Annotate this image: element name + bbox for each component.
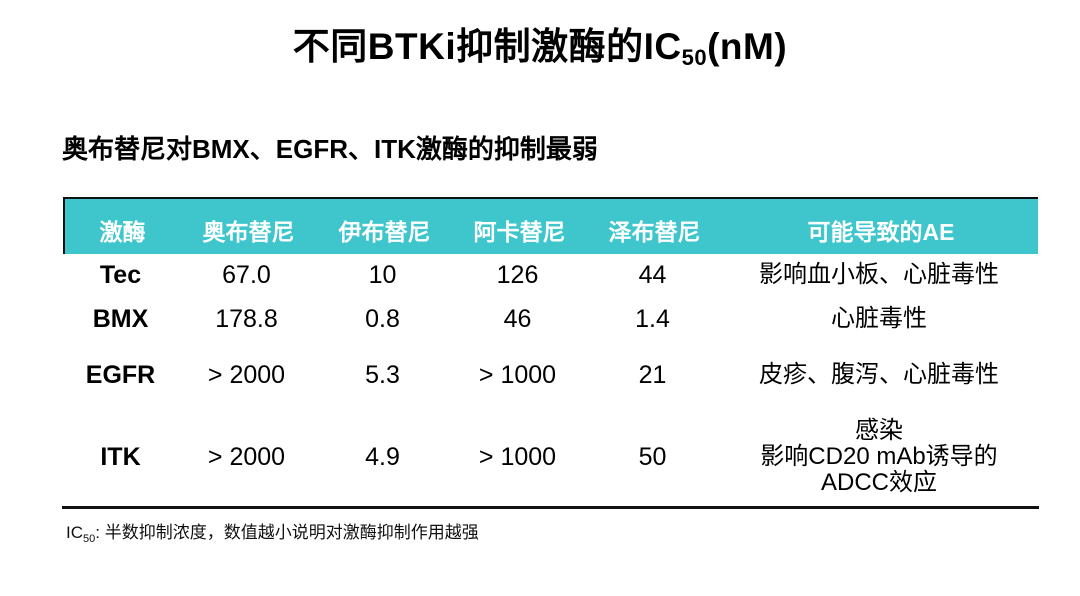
ic50-value: > 2000: [207, 442, 286, 471]
adverse-event-line: 影响血小板、心脏毒性: [759, 261, 999, 288]
ic50-value: 5.3: [365, 360, 400, 389]
table-body: Tec 67.0 10 126 44 影响血小板、心脏毒性 BMX 178.8 0.8 46 1.4…: [63, 254, 1038, 506]
table-row: EGFR > 2000 5.3 > 1000 21 皮疹、腹泻、心脏毒性: [63, 342, 1038, 408]
adverse-event-cell: 影响血小板、心脏毒性: [720, 262, 1038, 288]
adverse-event-line: 皮疹、腹泻、心脏毒性: [759, 361, 999, 388]
adverse-event-cell: 感染 影响CD20 mAb诱导的 ADCC效应: [720, 418, 1038, 496]
adverse-event-line: 影响CD20 mAb诱导的: [760, 443, 998, 470]
kinase-name: EGFR: [85, 360, 156, 389]
ic50-value: 126: [496, 260, 539, 289]
column-header: 可能导致的AE: [807, 219, 955, 245]
ic50-value: 44: [638, 260, 667, 289]
ic50-value: 50: [638, 442, 667, 471]
table-row: ITK > 2000 4.9 > 1000 50 感染 影响CD20 mAb诱导的 ADCC效…: [63, 408, 1038, 506]
adverse-event-cell: 皮疹、腹泻、心脏毒性: [720, 362, 1038, 388]
ic50-value: 4.9: [365, 442, 400, 471]
ic50-value: 178.8: [215, 304, 278, 333]
ic50-value: 1.4: [635, 304, 670, 333]
page-title-subscript: 50: [681, 45, 708, 70]
column-header: 泽布替尼: [608, 219, 701, 245]
ic50-value: 0.8: [365, 304, 400, 333]
page-title-text: 不同BTKi抑制激酶的IC: [292, 26, 682, 67]
column-header: 阿卡替尼: [473, 219, 566, 245]
adverse-event-cell: 心脏毒性: [720, 306, 1038, 332]
footnote-subscript: 50: [83, 533, 96, 545]
kinase-name: Tec: [99, 260, 142, 289]
adverse-event-line: 感染: [855, 417, 903, 444]
column-header: 伊布替尼: [338, 219, 431, 245]
column-header: 激酶: [99, 219, 146, 245]
adverse-event-line: 心脏毒性: [831, 305, 927, 332]
ic50-table: 激酶 奥布替尼 伊布替尼 阿卡替尼 泽布替尼 可能导致的AE Tec 67.0 10 126 44…: [62, 197, 1039, 509]
page-title: 不同BTKi抑制激酶的IC50(nM): [0, 16, 1080, 71]
table-row: BMX 178.8 0.8 46 1.4 心脏毒性: [63, 296, 1038, 342]
ic50-value: > 2000: [207, 360, 286, 389]
ic50-value: > 1000: [478, 360, 557, 389]
ic50-value: 10: [368, 260, 397, 289]
ic50-value: 21: [638, 360, 667, 389]
table-header-row: 激酶 奥布替尼 伊布替尼 阿卡替尼 泽布替尼 可能导致的AE: [63, 197, 1038, 254]
page-title-suffix: (nM): [707, 26, 788, 67]
slide-subtitle: 奥布替尼对BMX、EGFR、ITK激酶的抑制最弱: [62, 134, 598, 164]
ic50-value: 67.0: [222, 260, 271, 289]
adverse-event-line: ADCC效应: [820, 469, 937, 496]
footnote: IC50: 半数抑制浓度，数值越小说明对激酶抑制作用越强: [66, 518, 479, 545]
column-header: 奥布替尼: [202, 219, 295, 245]
footnote-text: : 半数抑制浓度，数值越小说明对激酶抑制作用越强: [95, 523, 479, 542]
ic50-value: 46: [503, 304, 532, 333]
table-bottom-rule: [62, 506, 1039, 509]
kinase-name: BMX: [92, 304, 149, 333]
ic50-value: > 1000: [478, 442, 557, 471]
footnote-prefix: IC: [66, 523, 83, 542]
kinase-name: ITK: [100, 442, 141, 471]
table-row: Tec 67.0 10 126 44 影响血小板、心脏毒性: [63, 254, 1038, 296]
